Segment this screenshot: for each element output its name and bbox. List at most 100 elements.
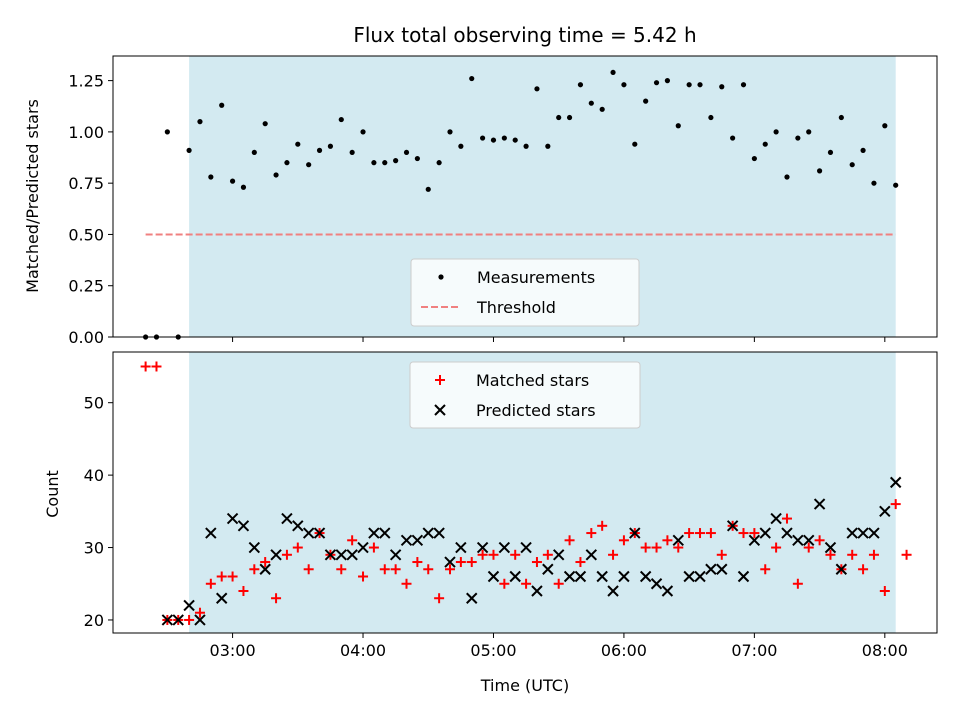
predicted-stars-point: [400, 534, 413, 547]
matched-stars-point: [901, 549, 912, 560]
measurement-point: [871, 180, 877, 186]
x-stroke-2: [716, 563, 728, 575]
bottom-panel: 03:00 04:00 05:00 06:00 07:00 08:00 20 30 40 50 Ma…: [84, 351, 938, 660]
x-stroke-2: [216, 592, 228, 604]
predicted-stars-point: [803, 534, 815, 547]
measurement-point: [251, 149, 257, 156]
predicted-stars-point: [292, 520, 304, 532]
predicted-stars-point: [716, 563, 728, 575]
matched-stars-point: [586, 528, 597, 539]
predicted-stars-point: [389, 549, 402, 561]
y-tick-label: 0.00: [68, 328, 104, 347]
measurement-point: [730, 135, 736, 141]
predicted-stars-point: [455, 541, 467, 554]
measurement-point: [860, 147, 866, 153]
matched-stars-point: [390, 564, 401, 575]
predicted-stars-point: [574, 570, 587, 583]
matched-stars-point: [662, 535, 673, 546]
matched-stars-point: [477, 549, 488, 560]
y-tick-label: 0.25: [68, 277, 104, 296]
x-stroke-2: [346, 549, 358, 561]
predicted-stars-point: [444, 556, 456, 568]
x-stroke-2: [661, 585, 674, 597]
y-tick-label: 20: [84, 611, 104, 630]
x-stroke-2: [292, 520, 304, 532]
x-stroke-2: [313, 527, 326, 539]
x-stroke-2: [596, 570, 608, 583]
measurement-point: [849, 162, 855, 168]
predicted-stars-point: [813, 498, 826, 510]
predicted-stars-point: [868, 527, 880, 539]
measurement-point: [240, 184, 247, 190]
matched-stars-point: [444, 564, 455, 575]
measurement-point: [512, 137, 518, 143]
predicted-stars-point: [476, 541, 489, 554]
measurement-point: [588, 100, 594, 106]
x-stroke-2: [726, 520, 739, 532]
predicted-stars-point: [650, 578, 663, 590]
matched-stars-point: [575, 557, 586, 568]
measurement-point: [599, 106, 605, 112]
matched-stars-point: [216, 571, 227, 582]
legend: Matched stars Predicted stars: [409, 361, 641, 429]
measurement-point: [458, 143, 464, 149]
measurement-point: [425, 186, 431, 192]
x-stroke-2: [585, 549, 598, 561]
legend-label: Measurements: [477, 268, 595, 287]
matched-stars-point: [825, 549, 836, 560]
predicted-stars-point: [281, 512, 293, 525]
matched-stars-point: [597, 520, 608, 531]
x-tick-label: 04:00: [340, 641, 386, 660]
measurement-point: [697, 82, 703, 88]
matched-stars-point: [292, 542, 303, 553]
x-stroke-2: [302, 527, 315, 539]
predicted-stars-point: [498, 541, 511, 554]
predicted-stars-point: [422, 527, 434, 539]
measurement-point: [806, 129, 812, 135]
matched-stars-point: [890, 499, 901, 510]
predicted-stars-point: [846, 527, 858, 539]
legend-box: [409, 361, 641, 429]
measurement-point: [262, 121, 268, 127]
matched-stars-point: [760, 564, 771, 575]
matched-stars-point: [379, 564, 390, 575]
x-stroke-2: [857, 527, 869, 539]
matched-stars-point: [140, 361, 151, 372]
predicted-stars-point: [226, 512, 239, 525]
x-stroke-2: [226, 512, 239, 525]
measurement-point: [447, 129, 453, 135]
matched-stars-point: [542, 549, 553, 560]
x-stroke-2: [672, 534, 684, 547]
predicted-stars-point: [466, 592, 478, 604]
measurement-point: [273, 172, 279, 178]
x-tick-label: 08:00: [862, 641, 908, 660]
matched-stars-point: [608, 549, 619, 560]
matched-stars-point: [716, 549, 727, 560]
measurement-point: [545, 143, 551, 149]
x-stroke-2: [324, 549, 337, 561]
matched-stars-point: [260, 557, 271, 568]
predicted-stars-point: [542, 563, 554, 575]
x-stroke-2: [205, 527, 217, 539]
predicted-stars-point: [368, 527, 380, 539]
x-stroke-2: [824, 541, 837, 554]
measurement-point: [577, 82, 584, 88]
measurement-point: [414, 155, 420, 162]
x-stroke-2: [835, 563, 848, 575]
x-stroke-2: [476, 541, 489, 554]
predicted-stars-point: [509, 570, 521, 583]
measurement-point: [795, 135, 801, 141]
x-stroke-2: [411, 534, 424, 547]
x-stroke-2: [455, 541, 467, 554]
measurement-point: [523, 143, 529, 149]
predicted-stars-point: [216, 592, 228, 604]
matched-stars-point: [358, 571, 369, 582]
matched-stars-point: [553, 578, 564, 589]
measurement-point: [349, 149, 355, 156]
x-stroke-2: [433, 527, 445, 539]
predicted-stars-point: [759, 527, 771, 539]
axes-frame: [112, 55, 938, 338]
y-tick-label: 50: [84, 394, 104, 413]
predicted-stars-point: [639, 570, 652, 583]
